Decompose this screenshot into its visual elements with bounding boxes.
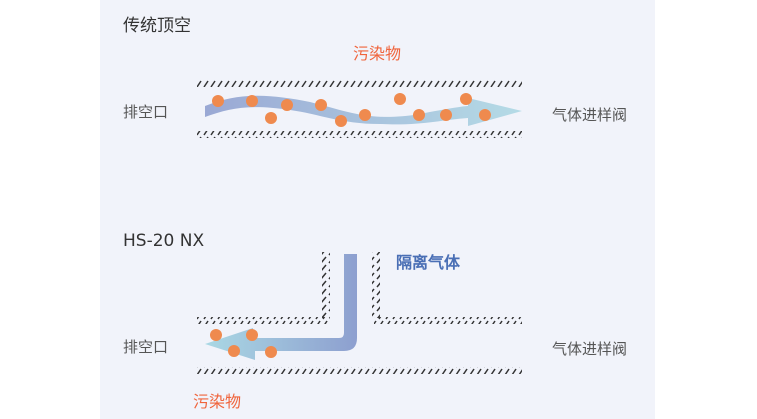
inlet-wall-right	[372, 252, 380, 318]
tube-wall-bottom	[197, 367, 522, 374]
traditional-title: 传统顶空	[123, 16, 191, 36]
tube-wall-bottom	[197, 131, 522, 138]
isolation-gas-label: 隔离气体	[396, 253, 461, 272]
contaminant-label: 污染物	[353, 44, 402, 63]
valve-label-hs20: 气体进样阀	[552, 340, 628, 358]
valve-label: 气体进样阀	[552, 106, 628, 124]
diagram-panel	[100, 0, 655, 419]
inlet-wall-left	[322, 252, 330, 318]
isolation-flow-arrow	[205, 254, 357, 360]
tube-wall-top-left	[197, 317, 330, 324]
vent-label: 排空口	[123, 103, 169, 121]
tube-wall-top-right	[374, 317, 522, 324]
vent-label-hs20: 排空口	[123, 338, 169, 356]
contaminant-label-hs20: 污染物	[193, 392, 242, 411]
hs20nx-title: HS-20 NX	[123, 231, 205, 251]
tube-wall-top	[197, 80, 522, 87]
contaminant-dots-hs20	[210, 329, 277, 358]
contaminant-dots	[212, 93, 491, 127]
